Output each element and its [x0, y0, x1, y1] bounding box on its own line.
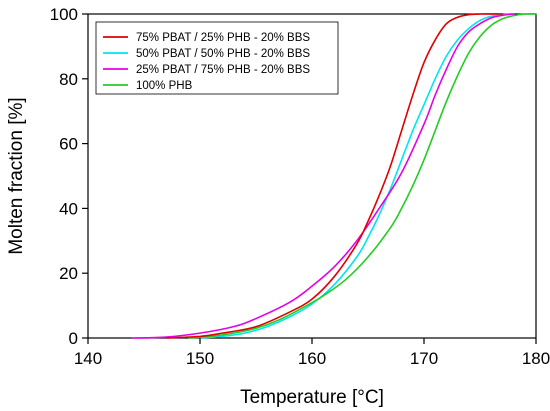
legend-label: 50% PBAT / 50% PHB - 20% BBS: [136, 48, 310, 60]
y-tick-label: 0: [69, 329, 78, 348]
series-line: [199, 13, 515, 339]
x-axis-title: Temperature [°C]: [240, 387, 384, 408]
series-layer: [132, 13, 537, 339]
series-line: [132, 13, 515, 339]
y-tick-label: 100: [50, 5, 78, 24]
tick-layer: 140 150 160 170 180 0 20 40 60 80 100: [50, 5, 550, 368]
legend-label: 100% PHB: [136, 80, 193, 92]
y-tick-label: 80: [59, 70, 78, 89]
legend-box: [95, 21, 339, 95]
y-axis-title: Molten fraction [%]: [6, 97, 27, 254]
x-tick-label: 140: [74, 349, 102, 368]
legend-label: 25% PBAT / 75% PHB - 20% BBS: [136, 64, 310, 76]
series-line: [188, 13, 537, 339]
legend-label: 75% PBAT / 25% PHB - 20% BBS: [136, 32, 310, 44]
series-line: [165, 13, 504, 339]
x-tick-label: 160: [298, 349, 326, 368]
y-tick-label: 20: [59, 264, 78, 283]
y-tick-label: 60: [59, 135, 78, 154]
legend: 75% PBAT / 25% PHB - 20% BBS 50% PBAT / 5…: [95, 21, 339, 95]
x-tick-label: 170: [410, 349, 438, 368]
x-tick-label: 180: [522, 349, 550, 368]
y-tick-label: 40: [59, 199, 78, 218]
legend-items: 75% PBAT / 25% PHB - 20% BBS 50% PBAT / 5…: [103, 32, 310, 92]
x-tick-label: 150: [186, 349, 214, 368]
